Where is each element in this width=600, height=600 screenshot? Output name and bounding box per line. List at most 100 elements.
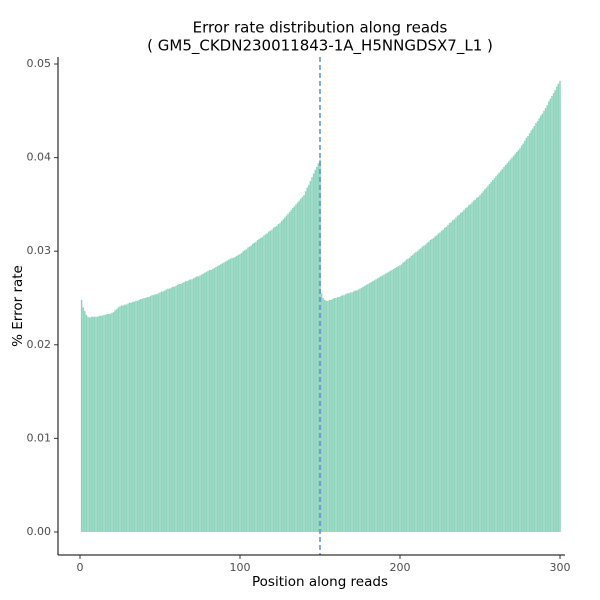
bar (477, 196, 480, 532)
bar (476, 197, 478, 532)
y-tick-label: 0.04 (27, 151, 52, 164)
bar (303, 195, 305, 532)
bar (101, 315, 104, 532)
bar (436, 235, 438, 532)
bar (250, 245, 252, 532)
bar (269, 230, 272, 532)
bar (308, 184, 310, 532)
bar (314, 169, 316, 532)
bar (317, 163, 320, 532)
bar (119, 306, 121, 532)
bar (447, 224, 449, 532)
bar (301, 196, 304, 532)
bar (210, 269, 212, 532)
bar (258, 239, 260, 532)
bar (420, 248, 422, 532)
chart-subtitle: ( GM5_CKDN230011843-1A_H5NNGDSX7_L1 ) (147, 37, 493, 56)
bar (397, 266, 400, 532)
bar (256, 239, 259, 532)
bar (266, 233, 268, 532)
bar (380, 276, 382, 532)
bar (244, 250, 246, 532)
y-tick-label: 0.01 (27, 431, 52, 444)
bar (488, 183, 491, 532)
bar (312, 173, 315, 532)
bar (144, 297, 147, 532)
bar (540, 115, 542, 532)
bar (404, 261, 406, 532)
bar (543, 110, 545, 532)
bar (530, 130, 532, 532)
bar (428, 241, 430, 532)
bar (242, 251, 244, 532)
bar (556, 86, 558, 532)
bar (506, 163, 508, 532)
bar (154, 294, 156, 532)
x-axis-title: Position along reads (252, 574, 388, 590)
bar (352, 291, 355, 532)
bar (421, 246, 424, 532)
bar (533, 125, 536, 532)
bar (284, 217, 286, 532)
bar (127, 303, 129, 532)
bar (186, 281, 188, 532)
bar (252, 243, 254, 532)
bar (112, 312, 115, 532)
bar (498, 172, 500, 532)
bar (207, 270, 209, 532)
bar (464, 208, 467, 532)
bar (135, 300, 137, 532)
bar (212, 268, 214, 532)
bar (426, 242, 428, 532)
bar (532, 128, 534, 532)
bar (469, 204, 472, 532)
bar (172, 286, 174, 532)
bar (351, 292, 353, 532)
bar (180, 283, 182, 532)
bar (492, 180, 494, 532)
bar (136, 300, 139, 532)
bar (148, 297, 150, 532)
bar (442, 229, 444, 532)
bar (159, 292, 161, 532)
bar (100, 315, 102, 532)
bar (282, 219, 284, 532)
x-tick-label: 300 (550, 561, 571, 574)
bar (245, 249, 248, 532)
bar (416, 251, 419, 532)
bar (228, 259, 230, 532)
bar (405, 259, 408, 532)
bar (205, 271, 208, 532)
bar (90, 316, 92, 532)
bar (423, 245, 425, 532)
bar (538, 118, 540, 532)
bar (85, 314, 88, 532)
bar (197, 276, 200, 532)
bar (156, 294, 158, 532)
bar (330, 299, 332, 532)
bar (109, 313, 112, 532)
bar (164, 290, 166, 532)
bar (448, 223, 451, 532)
bar (298, 200, 300, 532)
bar (410, 255, 412, 532)
bar (199, 275, 201, 532)
bar (178, 283, 180, 532)
bar (188, 280, 190, 532)
bar (535, 122, 537, 532)
bar (328, 299, 331, 532)
y-tick-label: 0.02 (27, 338, 52, 351)
bar (394, 268, 396, 532)
bar (183, 282, 185, 532)
bar (549, 98, 552, 532)
bar (396, 267, 398, 532)
bar (415, 252, 417, 532)
bar (378, 277, 380, 532)
bar (528, 133, 531, 532)
bar (285, 215, 288, 532)
bar (445, 226, 448, 532)
bar (98, 315, 100, 532)
bar (480, 193, 483, 532)
bar (552, 93, 555, 532)
bar (418, 249, 420, 532)
